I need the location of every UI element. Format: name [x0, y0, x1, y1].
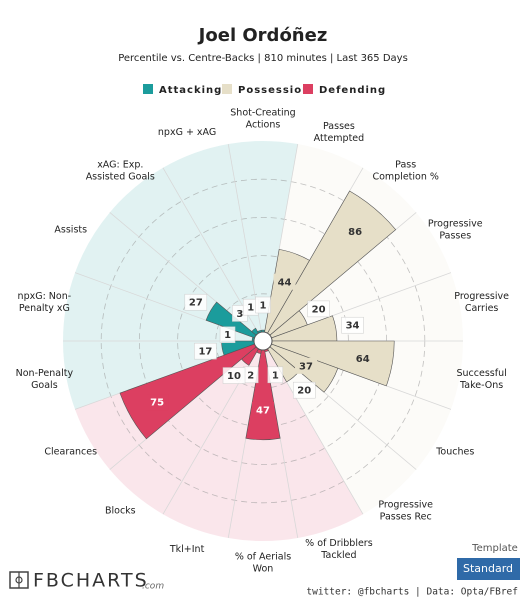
value-label: 86 [348, 227, 362, 238]
center-hole [253, 331, 273, 351]
slice-background [75, 212, 257, 338]
value-label: 1 [260, 301, 267, 312]
value-label-box [252, 401, 274, 418]
category-label: Passes [439, 231, 471, 242]
value-label: 75 [150, 398, 164, 409]
credit: twitter: @fbcharts | Data: Opta/FBref [306, 587, 518, 598]
chart-subtitle: Percentile vs. Centre-Backs | 810 minute… [118, 53, 408, 64]
category-label: Touches [435, 447, 474, 458]
slice-background [63, 272, 255, 341]
category-label: Shot-Creating [230, 108, 295, 119]
value-label-box [293, 381, 316, 399]
category-label: Tkl+Int [169, 544, 205, 555]
slice-background [163, 144, 262, 334]
category-label: % of Dribblers [305, 538, 373, 549]
category-label: Clearances [44, 447, 97, 458]
slice-background [163, 348, 262, 538]
value-label-box [344, 223, 367, 240]
value-label-box [194, 342, 217, 360]
value-label-box [222, 367, 246, 384]
slice-background [109, 346, 259, 515]
legend-label: Defending [319, 85, 386, 96]
slice-background [228, 349, 298, 541]
value-label: 44 [278, 277, 292, 288]
value-label-box [307, 300, 330, 318]
value-label: 3 [236, 309, 243, 320]
value-label: 27 [189, 298, 203, 309]
value-label: 37 [299, 361, 313, 372]
logo: FBCHARTS [33, 570, 149, 592]
category-label: Non-Penalty [16, 368, 74, 379]
legend-swatch [303, 84, 313, 94]
template-label: Template [471, 543, 518, 554]
backgrounds [63, 141, 463, 541]
category-label: Won [253, 564, 274, 575]
value-label-box [219, 326, 236, 343]
category-label: Progressive [454, 291, 509, 302]
value-label: 17 [198, 347, 212, 358]
value-label-box [295, 357, 318, 374]
category-label: npxG: Non- [18, 291, 72, 302]
legend-label: Attacking [159, 85, 222, 96]
category-label: Successful [457, 368, 507, 379]
value-label: 1 [272, 370, 279, 381]
slice-background [264, 348, 363, 538]
category-label: Passes [323, 121, 355, 132]
category-label: Carries [465, 303, 499, 314]
category-label: Assists [54, 225, 87, 236]
category-label: Passes Rec [380, 512, 432, 523]
category-label: Progressive [428, 219, 483, 230]
value-label-box [341, 316, 364, 334]
value-label: 47 [256, 405, 270, 416]
legend-label: Possession [238, 85, 310, 96]
category-label: Completion % [372, 171, 438, 182]
value-label: 34 [346, 321, 360, 332]
category-label: Tackled [320, 550, 356, 561]
logo-suffix: .com [142, 582, 164, 592]
category-label: Assisted Goals [86, 171, 155, 182]
template-button-text[interactable]: Standard [463, 562, 513, 575]
value-label: 64 [356, 354, 370, 365]
value-label-box [351, 350, 374, 367]
category-label: Take-Ons [459, 380, 503, 391]
category-label: Attempted [314, 133, 365, 144]
category-label: % of Aerials [235, 552, 291, 563]
value-label: 1 [247, 303, 254, 314]
slice-background [109, 167, 259, 336]
value-label: 2 [247, 370, 254, 381]
logo-icon-circle [15, 576, 23, 584]
category-label: Actions [246, 120, 281, 131]
category-label: Penalty xG [19, 303, 70, 314]
slice-background [228, 141, 298, 333]
category-label: Progressive [378, 500, 433, 511]
value-label-box [255, 296, 271, 314]
category-label: npxG + xAG [158, 127, 216, 138]
value-label-box [184, 293, 208, 311]
chart-title: Joel Ordóñez [197, 25, 328, 46]
category-label: Blocks [105, 506, 136, 517]
category-label: xAG: Exp. [97, 159, 143, 170]
value-label: 20 [297, 386, 311, 397]
value-label-box [267, 366, 284, 384]
value-label-box [273, 273, 296, 290]
legend-swatch [222, 84, 232, 94]
category-label: Pass [395, 159, 416, 170]
category-label: Goals [31, 380, 58, 391]
legend-swatch [143, 84, 153, 94]
value-label: 20 [312, 304, 326, 315]
template-button[interactable] [457, 558, 520, 580]
value-label: 1 [224, 330, 231, 341]
value-label: 10 [227, 371, 241, 382]
value-label-box [146, 394, 169, 411]
